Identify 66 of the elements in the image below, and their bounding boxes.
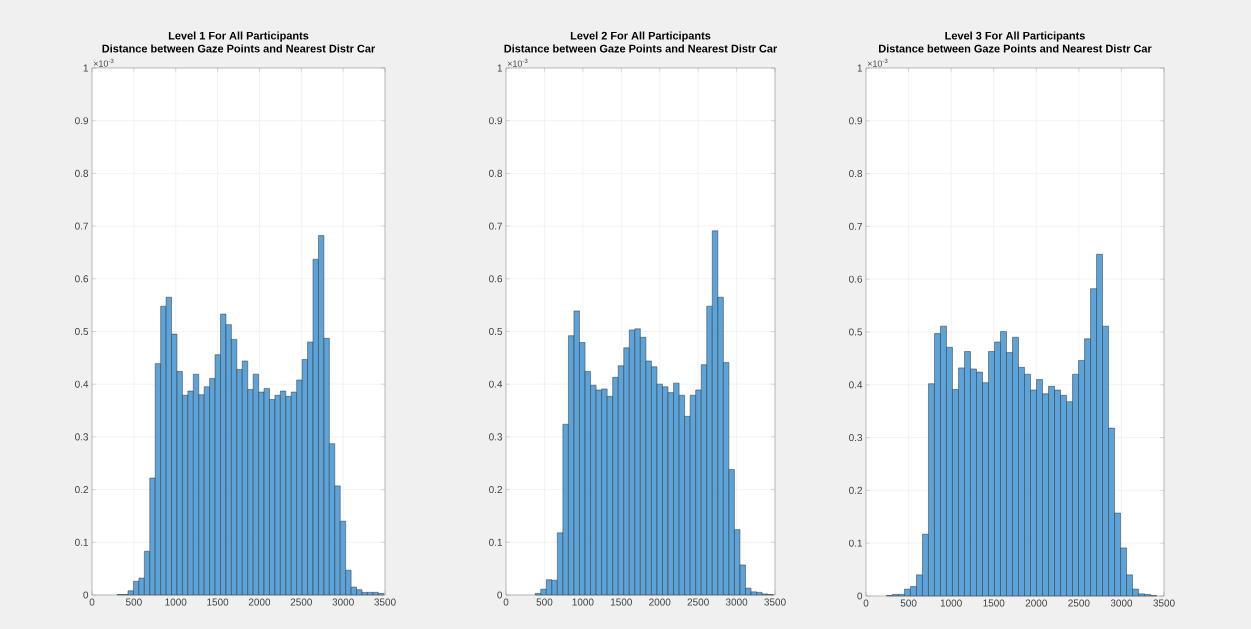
x-tick-label: 1000 [940, 599, 962, 607]
y-tick-label: 0.4 [75, 380, 89, 388]
x-tick-label: 500 [536, 598, 553, 606]
x-tick-label: 2000 [1025, 599, 1047, 607]
x-tick-label: 1000 [572, 598, 594, 606]
y-tick-label: 0.2 [489, 486, 502, 494]
x-tick-label: 3500 [764, 598, 786, 606]
x-tick-label: 3000 [332, 598, 354, 606]
y-tick-label: 0.1 [75, 538, 89, 546]
y-tick-label: 0.5 [849, 328, 863, 336]
x-tick-label: 3000 [725, 598, 748, 606]
y-tick-label: 0.6 [849, 275, 863, 283]
y-tick-label: 0.8 [75, 169, 89, 177]
x-tick-label: 2000 [649, 598, 671, 606]
x-tick-label: 2000 [248, 598, 271, 606]
y-tick-label: 0.7 [489, 222, 502, 230]
y-tick-label: 0 [857, 592, 863, 600]
text: ×10$^{-3}$ [507, 58, 528, 67]
chart-subtitle: Distance between Gaze Points and Nearest Distr Car [879, 44, 1152, 53]
y-tick-label: 1 [497, 64, 503, 72]
y-tick-label: 0.8 [489, 169, 503, 177]
y-tick-label: 0.2 [849, 486, 862, 494]
y-tick-label: 1 [857, 64, 863, 72]
x-tick-label: 1500 [983, 599, 1005, 607]
x-tick-label: 500 [125, 598, 142, 606]
y-tick-label: 0.8 [849, 170, 863, 178]
y-tick-label: 0 [497, 591, 503, 599]
y-tick-label: 0.9 [849, 117, 863, 125]
y-tick-label: 0.4 [489, 380, 503, 388]
y-tick-label: 0.3 [849, 434, 863, 442]
text: ×10$^{-3}$ [93, 58, 114, 67]
x-tick-label: 0 [503, 598, 509, 606]
y-tick-label: 0.9 [75, 117, 89, 125]
chart-title: Level 2 For All Participants [570, 31, 711, 42]
y-tick-label: 0 [83, 591, 89, 599]
y-tick-label: 0.7 [75, 222, 88, 230]
y-tick-label: 1 [83, 64, 89, 72]
x-tick-label: 3500 [374, 598, 396, 606]
y-tick-label: 0.7 [849, 222, 862, 230]
y-tick-label: 0.6 [75, 275, 89, 283]
y-tick-label: 0.1 [849, 539, 863, 547]
x-tick-label: 3000 [1110, 599, 1133, 607]
x-tick-label: 500 [900, 599, 917, 607]
chart-subtitle: Distance between Gaze Points and Nearest Distr Car [504, 44, 778, 53]
y-tick-label: 0.9 [489, 117, 503, 125]
y-tick-label: 0.6 [489, 275, 503, 283]
x-tick-label: 3500 [1153, 599, 1175, 607]
chart-title: Level 1 For All Participants [168, 31, 309, 42]
x-tick-label: 2500 [687, 598, 709, 606]
y-tick-label: 0.3 [75, 433, 89, 441]
chart-title: Level 3 For All Participants [945, 31, 1085, 42]
y-tick-label: 0.3 [489, 433, 503, 441]
x-tick-label: 0 [89, 598, 95, 606]
chart-subtitle: Distance between Gaze Points and Nearest Distr Car [102, 44, 376, 53]
x-tick-label: 2500 [290, 598, 312, 606]
y-tick-label: 0.1 [489, 538, 503, 546]
y-tick-label: 0.5 [489, 327, 503, 336]
y-tick-label: 0.4 [849, 381, 863, 389]
x-tick-label: 1500 [207, 598, 229, 606]
x-tick-label: 1000 [165, 598, 187, 606]
x-tick-label: 2500 [1068, 599, 1090, 607]
x-tick-label: 0 [863, 599, 869, 607]
y-tick-label: 0.5 [75, 327, 89, 336]
y-tick-label: 0.2 [75, 486, 88, 494]
x-tick-label: 1500 [610, 598, 632, 606]
text: ×10$^{-3}$ [867, 58, 888, 67]
